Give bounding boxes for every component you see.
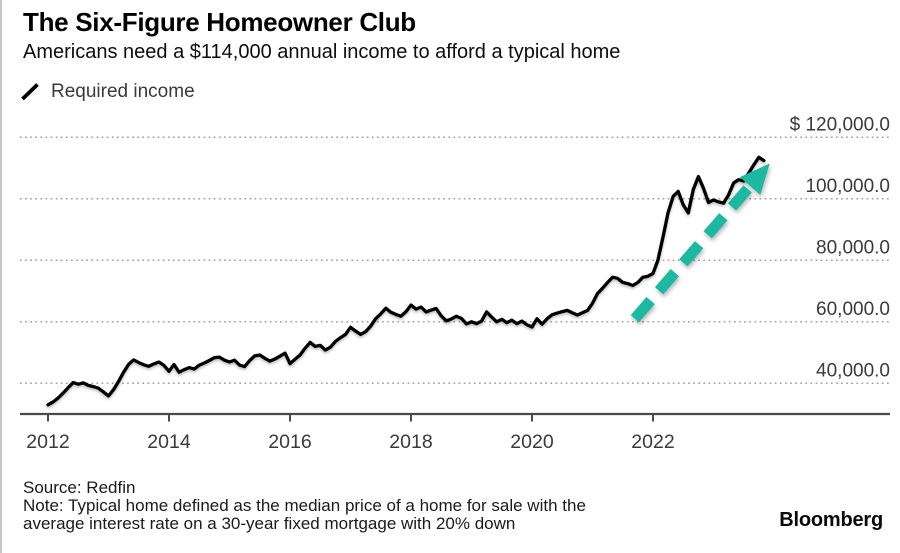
note-text-line1: Note: Typical home defined as the median…: [23, 496, 586, 515]
data-line: [46, 155, 766, 407]
y-tick-label: 80,000.0: [816, 237, 890, 258]
page-title: The Six-Figure Homeowner Club: [23, 7, 416, 37]
trend-arrow: [630, 163, 770, 323]
x-tick-label: 2020: [510, 431, 554, 453]
x-tick-label: 2018: [389, 431, 432, 453]
legend: Required income: [20, 81, 195, 103]
arrow-head-icon: [739, 163, 770, 195]
dashed-arrow-shaft: [630, 180, 756, 323]
y-tick-label: 40,000.0: [816, 360, 890, 381]
bloomberg-logo: Bloomberg: [779, 509, 883, 531]
chart-subtitle: Americans need a $114,000 annual income …: [23, 41, 621, 63]
x-tick-label: 2012: [26, 431, 69, 453]
source-text: Source: Redfin: [23, 478, 136, 497]
y-tick-label: 100,000.0: [805, 176, 890, 197]
required-income-line: [46, 155, 766, 407]
x-tick-label: 2022: [631, 431, 674, 453]
diagonal-line-icon: [21, 83, 39, 101]
x-tick-label: 2016: [268, 431, 311, 453]
footer: Source: Redfin Note: Typical home define…: [23, 479, 586, 533]
legend-label: Required income: [51, 81, 195, 102]
y-tick-label: 60,000.0: [816, 299, 890, 320]
note-text-line2: average interest rate on a 30-year fixed…: [23, 514, 516, 533]
y-axis-labels: $ 120,000.0 100,000.0 80,000.0 60,000.0 40,0…: [790, 114, 890, 381]
y-tick-label: $ 120,000.0: [790, 114, 890, 135]
card-left-border: [0, 0, 2, 553]
x-axis: 2012 2014 2016 2018 2020 2022: [20, 412, 890, 453]
x-tick-label: 2014: [147, 431, 191, 453]
